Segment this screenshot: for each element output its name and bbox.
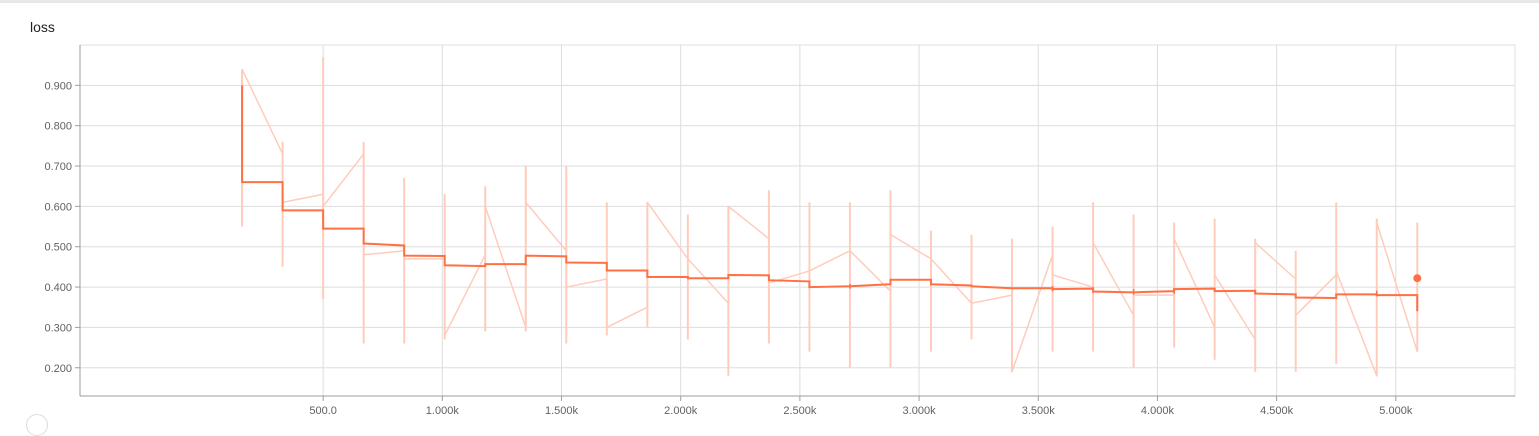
grid-layer (79, 44, 1516, 397)
plot-frame (79, 44, 1516, 397)
raw-series-line (241, 68, 1418, 377)
axis-layer (75, 45, 1515, 401)
x-tick-label: 4.500k (1260, 405, 1294, 417)
x-tick-label: 1.000k (426, 405, 460, 417)
raw-series-layer (241, 57, 1419, 377)
y-tick-label: 0.300 (44, 322, 72, 334)
chart-title: loss (30, 19, 55, 35)
scroll-indicator-icon (26, 414, 48, 436)
y-tick-label: 0.900 (44, 80, 72, 92)
y-tick-label: 0.500 (44, 242, 72, 254)
loss-chart[interactable]: 500.0 1.000k 1.500k 2.000k 2.500k 3.000k 3.500… (0, 0, 1539, 424)
x-tick-label: 2.500k (783, 405, 817, 417)
x-tick-label: 1.500k (545, 405, 579, 417)
latest-value-point (1413, 274, 1422, 283)
x-tick-label: 5.000k (1379, 405, 1413, 417)
tick-label-layer: 500.0 1.000k 1.500k 2.000k 2.500k 3.000k 3.500… (44, 80, 1412, 417)
y-tick-label: 0.600 (44, 201, 72, 213)
x-tick-label: 4.000k (1141, 405, 1175, 417)
header-divider (0, 0, 1539, 3)
y-tick-label: 0.400 (44, 282, 72, 294)
x-tick-label: 3.000k (903, 405, 937, 417)
smoothed-series-line (241, 85, 1419, 312)
x-tick-label: 3.500k (1022, 405, 1056, 417)
y-tick-label: 0.700 (44, 161, 72, 173)
y-tick-label: 0.800 (44, 121, 72, 133)
smoothed-series-layer (241, 85, 1422, 312)
y-tick-label: 0.200 (44, 363, 72, 375)
x-tick-label: 2.000k (664, 405, 698, 417)
x-tick-label: 500.0 (309, 405, 337, 417)
